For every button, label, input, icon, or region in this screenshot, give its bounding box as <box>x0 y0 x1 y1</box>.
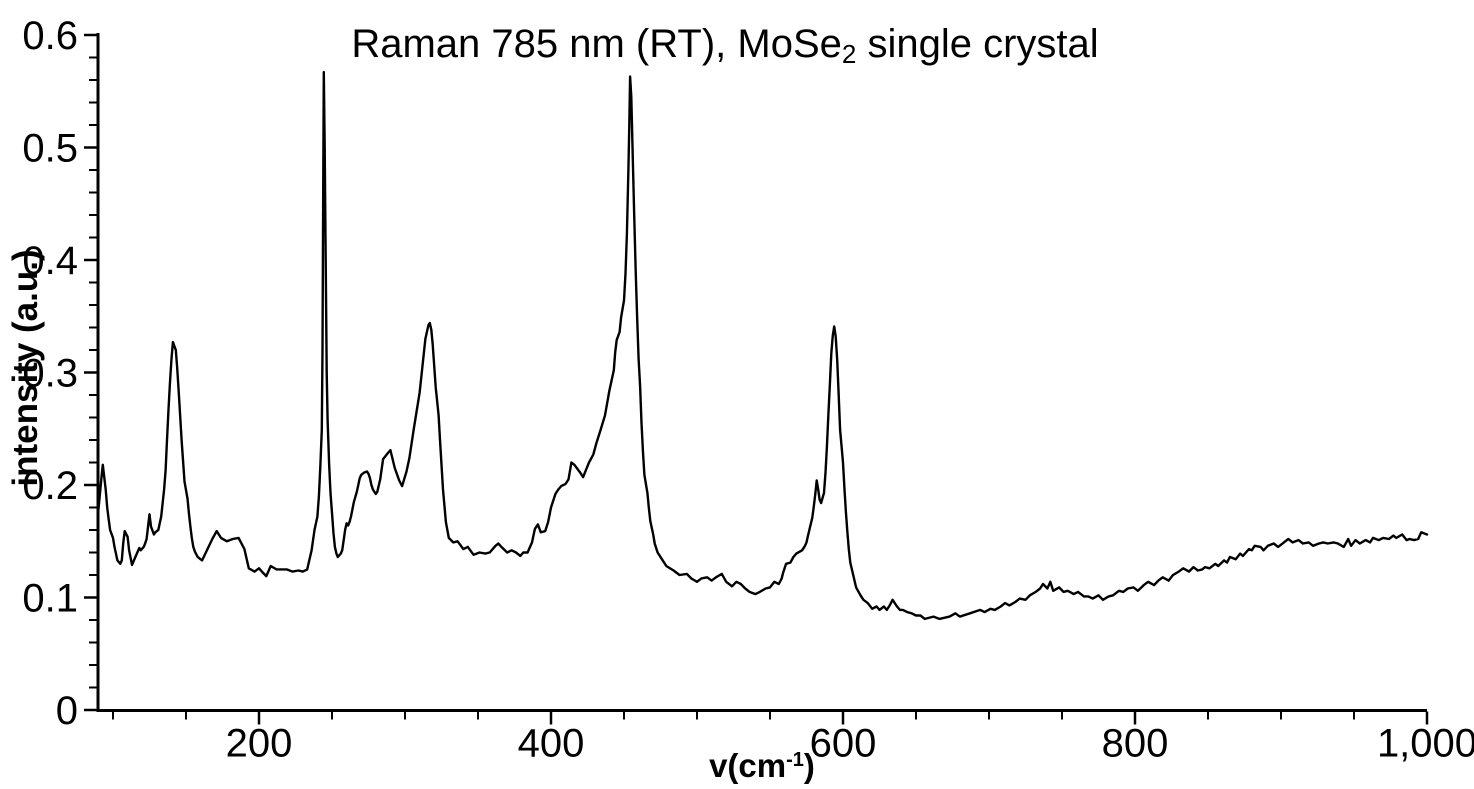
chart-title: Raman 785 nm (RT), MoSe2 single crystal <box>351 22 1099 69</box>
y-tick-label: 0.6 <box>22 14 78 58</box>
spectrum-curve <box>96 70 1429 621</box>
y-tick-label: 0 <box>56 689 78 733</box>
x-tick-label: 400 <box>518 722 585 766</box>
y-tick-label: 0.4 <box>22 239 78 283</box>
chart-title-subscript: 2 <box>841 38 857 69</box>
x-tick-label: 200 <box>226 722 293 766</box>
x-axis-title-text: v(cm <box>709 747 787 784</box>
chart-title-suffix: single crystal <box>856 22 1099 66</box>
chart-title-text: Raman 785 nm (RT), MoSe <box>351 22 842 66</box>
y-axis-title: intensity (a.u.) <box>6 249 45 487</box>
x-axis-title-suffix: ) <box>803 747 815 784</box>
y-tick-label: 0.3 <box>22 352 78 396</box>
x-axis-title: v(cm-1) <box>709 747 815 785</box>
x-tick-label: 600 <box>810 722 877 766</box>
x-tick-label: 1,000 <box>1377 722 1474 766</box>
y-tick-label: 0.5 <box>22 127 78 171</box>
y-tick-label: 0.1 <box>22 577 78 621</box>
x-axis-title-superscript: -1 <box>786 749 804 771</box>
y-tick-label: 0.2 <box>22 464 78 508</box>
x-tick-label: 800 <box>1102 722 1169 766</box>
